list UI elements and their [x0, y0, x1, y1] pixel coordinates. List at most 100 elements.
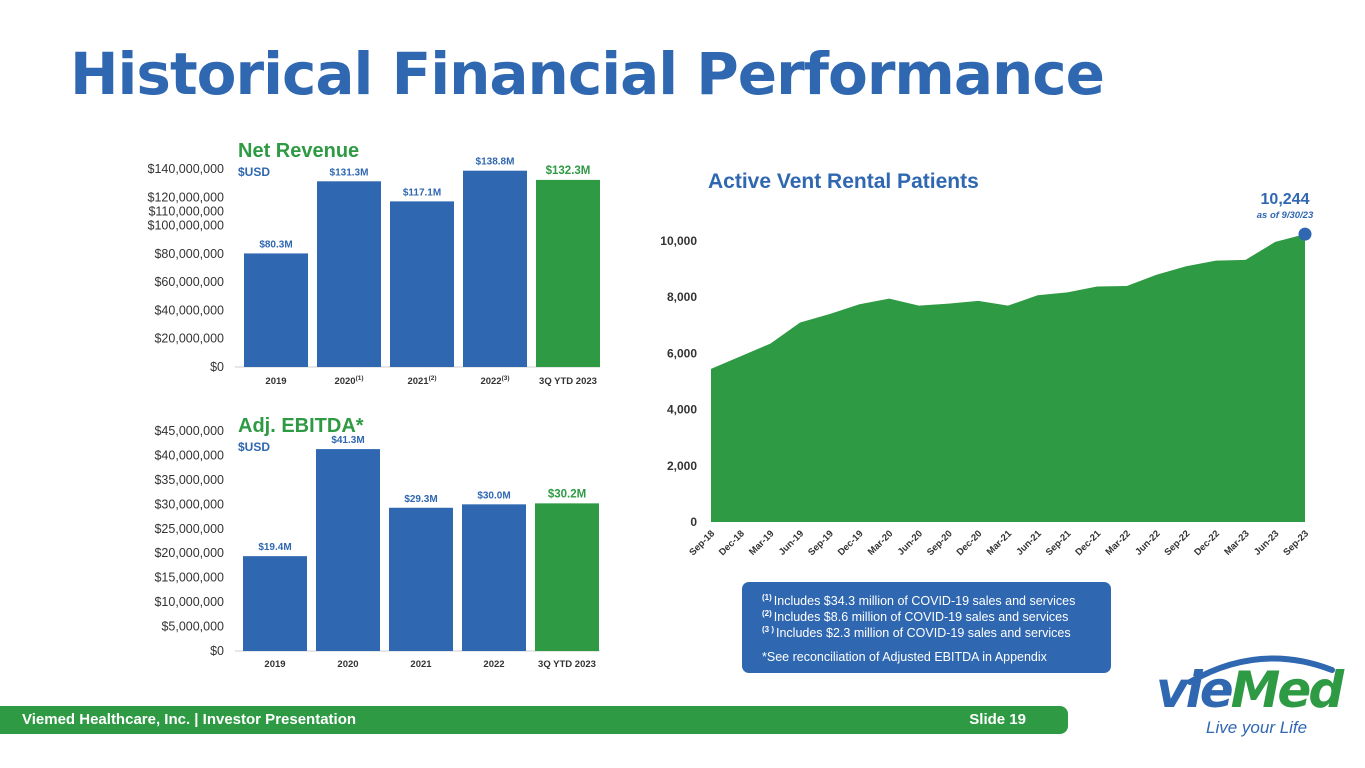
vent-patients-chart: Active Vent Rental Patients 0 2,000 4,000 6,… [660, 170, 1314, 558]
x-tick-label: Mar-23 [1222, 528, 1251, 557]
y-tick-label: $80,000,000 [154, 247, 224, 261]
y-tick-label: $0 [210, 360, 224, 374]
bar [243, 556, 307, 651]
bar [316, 449, 380, 651]
x-tick-label: Dec-18 [717, 528, 747, 558]
footer-bar: Viemed Healthcare, Inc. | Investor Prese… [0, 706, 1068, 734]
x-tick-label: Sep-18 [687, 528, 717, 558]
data-label: $29.3M [404, 494, 437, 505]
adj-ebitda-chart: Adj. EBITDA* $USD $0 $5,000,000 $10,000,000 $… [154, 415, 600, 670]
x-tick-label: Sep-19 [806, 528, 836, 558]
y-tick-label: $120,000,000 [148, 190, 225, 204]
y-tick-label: $20,000,000 [154, 546, 224, 560]
latest-value-note: as of 9/30/23 [1257, 210, 1314, 221]
y-tick-label: $60,000,000 [154, 275, 224, 289]
bar [462, 504, 526, 651]
footer-company: Viemed Healthcare, Inc. | Investor Prese… [22, 711, 357, 728]
footnotes-box: (1) Includes $34.3 million of COVID-19 sa… [742, 582, 1111, 673]
footnote-marker: (2) [762, 609, 772, 618]
y-tick-label: 8,000 [667, 290, 697, 304]
x-tick-label: Sep-20 [925, 528, 955, 558]
logo-wordmark: vieMed [1156, 661, 1344, 719]
x-tick-label: Dec-19 [836, 528, 866, 558]
y-tick-label: $40,000,000 [154, 448, 224, 462]
data-label: $117.1M [403, 187, 441, 198]
area-series [711, 234, 1305, 522]
data-label: $131.3M [330, 167, 369, 178]
y-tick-label: 6,000 [667, 346, 697, 360]
footnote-1: (1) Includes $34.3 million of COVID-19 sa… [762, 593, 1111, 609]
y-tick-label: $40,000,000 [154, 303, 224, 317]
x-tick-label: Jun-22 [1133, 528, 1162, 557]
x-tick-label: Jun-20 [896, 528, 925, 557]
chart-title: Adj. EBITDA* [238, 415, 364, 437]
data-label: $138.8M [476, 157, 515, 168]
y-tick-label: $0 [210, 644, 224, 658]
chart-title: Active Vent Rental Patients [708, 170, 979, 193]
footnote-marker: (3 ) [762, 625, 774, 634]
y-tick-label: $25,000,000 [154, 522, 224, 536]
y-tick-label: 0 [690, 515, 697, 529]
footnote-text: Includes $2.3 million of COVID-19 sales … [776, 626, 1071, 640]
slide-number: Slide 19 [969, 711, 1026, 728]
bar [535, 503, 599, 651]
y-tick-label: $100,000,000 [148, 219, 225, 233]
y-tick-label: $20,000,000 [154, 332, 224, 346]
reconciliation-note: *See reconciliation of Adjusted EBITDA i… [762, 650, 1047, 664]
bar [244, 253, 308, 367]
category-label: 2022 [483, 659, 504, 670]
y-tick-label: 10,000 [660, 234, 697, 248]
y-tick-label: $30,000,000 [154, 497, 224, 511]
x-tick-label: Sep-21 [1044, 528, 1074, 558]
x-tick-label: Mar-19 [747, 528, 776, 557]
x-tick-label: Dec-20 [955, 528, 985, 558]
latest-value-marker [1298, 227, 1312, 241]
logo-word-med: Med [1230, 661, 1344, 719]
data-label: $30.2M [548, 488, 586, 500]
y-tick-label: 4,000 [667, 403, 697, 417]
latest-value-label: 10,244 [1261, 191, 1310, 208]
bar [463, 170, 527, 367]
footnote-2: (2) Includes $8.6 million of COVID-19 sal… [762, 609, 1111, 625]
category-label: 2021(2) [407, 375, 436, 387]
logo-tagline: Live your Life [1206, 718, 1308, 737]
footnote-text: Includes $8.6 million of COVID-19 sales … [773, 610, 1069, 624]
category-label: 3Q YTD 2023 [539, 376, 597, 387]
x-tick-label: Sep-23 [1281, 528, 1311, 558]
y-tick-label: $110,000,000 [148, 204, 224, 218]
x-tick-label: Mar-20 [866, 528, 895, 557]
logo-arc-icon [1187, 655, 1335, 685]
category-label: 2019 [264, 659, 285, 670]
footnote-marker: (1) [762, 593, 772, 602]
y-tick-label: 2,000 [667, 459, 697, 473]
y-tick-label: $10,000,000 [154, 595, 224, 609]
bar [389, 507, 453, 651]
page-title: Historical Financial Performance [70, 40, 1105, 108]
chart-subtitle: $USD [238, 165, 270, 179]
x-tick-label: Jun-21 [1014, 528, 1044, 558]
category-label: 2021 [410, 659, 432, 670]
x-tick-label: Dec-22 [1192, 528, 1222, 558]
bar [536, 179, 600, 367]
chart-subtitle: $USD [238, 440, 270, 454]
category-label: 2022(3) [480, 375, 509, 387]
net-revenue-chart: Net Revenue $USD $0 $20,000,000 $40,000,000 $… [148, 140, 600, 387]
data-label: $132.3M [546, 165, 591, 177]
x-tick-label: Jun-19 [777, 528, 806, 557]
data-label: $30.0M [477, 490, 510, 501]
y-tick-label: $5,000,000 [161, 620, 224, 634]
chart-title: Net Revenue [238, 140, 359, 162]
data-label: $41.3M [331, 435, 364, 446]
data-label: $80.3M [259, 239, 292, 250]
viemed-logo: vieMed Live your Life [1150, 648, 1344, 748]
category-label: 2019 [265, 376, 286, 387]
bar [390, 201, 454, 367]
y-tick-label: $35,000,000 [154, 473, 224, 487]
bar [317, 181, 381, 367]
x-tick-label: Jun-23 [1252, 528, 1281, 557]
category-label: 2020(1) [334, 375, 363, 387]
y-tick-label: $45,000,000 [154, 424, 224, 438]
footnote-text: Includes $34.3 million of COVID-19 sales… [773, 594, 1076, 608]
x-tick-label: Sep-22 [1163, 528, 1193, 558]
y-tick-label: $15,000,000 [154, 571, 224, 585]
